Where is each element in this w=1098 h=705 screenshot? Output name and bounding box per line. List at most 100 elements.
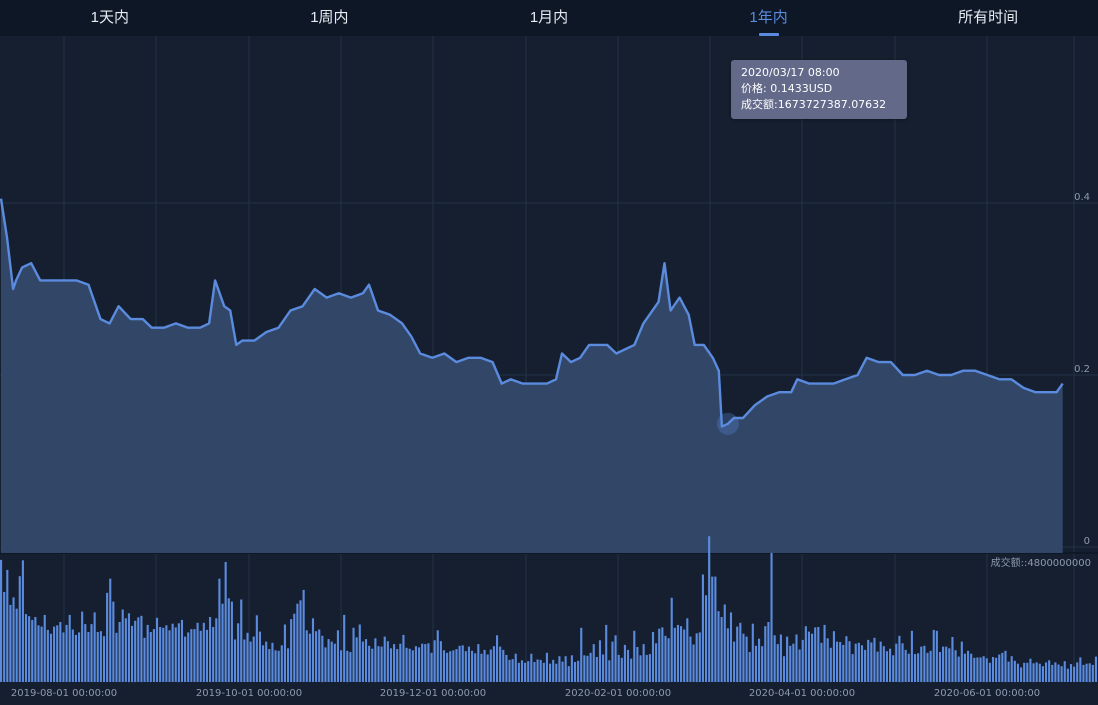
volume-bar [171,623,174,682]
tab-1-week[interactable]: 1周内 [310,9,349,26]
volume-bar [34,617,37,682]
volume-bar [966,650,970,683]
volume-bar [651,632,655,682]
volume-bar [18,576,21,682]
volume-bar [623,644,626,682]
volume-bar [1041,666,1044,682]
volume-bar [711,576,714,682]
volume-bar [842,644,845,682]
volume-bar [695,633,698,683]
volume-bar [595,657,598,682]
volume-bar [74,634,77,682]
volume-bar [1079,657,1082,682]
volume-bar [6,569,9,682]
volume-bar [68,614,71,682]
volume-bar [932,629,935,682]
volume-bar [21,560,24,682]
volume-bar [957,656,960,682]
volume-bar [155,617,159,682]
volume-bar [1048,660,1051,682]
volume-bar [134,620,137,683]
volume-bar [708,536,711,682]
tooltip-time: 2020/03/17 08:00 [741,66,840,79]
volume-bar [96,632,99,682]
volume-bar [1001,652,1004,682]
volume-bar [839,642,842,682]
volume-bar [835,641,839,682]
volume-bar [870,642,873,682]
volume-bar [184,636,187,682]
volume-bar [290,619,293,682]
volume-bar [854,643,857,682]
volume-bar [340,650,343,682]
volume-bar [801,639,804,682]
volume-bar [910,630,913,682]
volume-bar [773,635,776,682]
volume-bar [268,649,271,682]
volume-bar [208,617,212,682]
volume-bar [489,649,492,682]
volume-bar [227,598,230,683]
volume-bar [190,629,193,682]
volume-bar [140,615,143,683]
tooltip-price: 价格: 0.1433USD [741,82,833,95]
volume-bar [137,617,140,682]
volume-bar [427,643,430,683]
volume-bar [449,651,452,682]
volume-bars [0,536,1097,683]
tab-1-year[interactable]: 1年内 [659,0,879,36]
volume-bar [570,655,573,682]
volume-bar [611,641,614,682]
volume-bar [283,624,286,682]
volume-bar [670,597,673,682]
volume-bar [361,641,364,682]
volume-bar [823,624,826,682]
volume-bar [1060,666,1063,682]
volume-bar [396,649,399,682]
volume-bar [767,622,770,682]
x-tick-label: 2020-04-01 00:00:00 [749,688,855,699]
tab-all-time[interactable]: 所有时间 [958,9,1019,26]
volume-bar [102,636,106,682]
volume-bar [1010,656,1013,682]
volume-bar [364,639,368,682]
volume-bar [820,642,823,682]
volume-bar [761,646,764,682]
volume-bar [636,647,639,682]
volume-bar [118,622,121,682]
volume-bar [321,635,324,683]
volume-bar [237,623,240,683]
volume-bar [561,661,564,682]
tab-1-month[interactable]: 1月内 [529,9,569,26]
volume-bar [973,657,976,682]
volume-bar [286,648,290,683]
volume-bar [642,644,645,682]
volume-bar [464,651,467,682]
volume-bar [46,629,49,682]
volume-bar [386,641,389,682]
volume-bar [673,627,676,682]
volume-bar [533,662,536,682]
volume-bar [1066,668,1069,682]
volume-bar [43,614,46,682]
volume-bar [56,625,59,682]
volume-bar [121,609,124,682]
volume-bar [174,627,177,682]
volume-bar [920,646,923,682]
x-tick-label: 2020-06-01 00:00:00 [934,688,1040,699]
volume-bar [901,643,904,683]
volume-bar [246,632,249,682]
tab-1-day[interactable]: 1天内 [90,9,129,26]
volume-bar [467,646,471,682]
y-tick-label: 0 [1084,536,1090,547]
volume-bar [608,660,611,682]
volume-bar [527,661,530,682]
volume-bar [1063,661,1066,682]
volume-bar [742,633,745,682]
volume-bar [917,653,920,682]
volume-bar [59,622,62,682]
volume-bar [433,640,436,682]
volume-bar [486,654,489,682]
volume-bar [539,659,542,682]
